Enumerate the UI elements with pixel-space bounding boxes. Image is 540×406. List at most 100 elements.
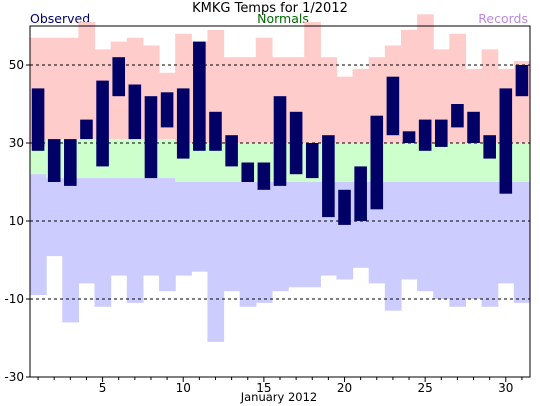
record-high-band-day-4 xyxy=(78,22,96,140)
x-tick-label-30: 30 xyxy=(498,381,513,395)
observed-bar-day-10 xyxy=(176,88,190,159)
plot-area xyxy=(30,14,531,342)
y-tick-label-10: 10 xyxy=(9,214,24,228)
observed-bar-day-30 xyxy=(499,88,513,194)
legend-normals: Normals xyxy=(257,11,309,26)
observed-bar-day-21 xyxy=(354,166,367,221)
observed-bar-day-17 xyxy=(289,111,303,175)
record-low-band-day-12 xyxy=(207,182,225,342)
observed-bar-day-18 xyxy=(305,143,319,179)
observed-bar-day-12 xyxy=(209,111,222,151)
normal-band-day-7 xyxy=(126,139,144,179)
x-tick-label-10: 10 xyxy=(176,381,191,395)
record-high-band-day-21 xyxy=(352,68,370,143)
record-low-band-day-29 xyxy=(481,182,499,307)
record-low-band-day-10 xyxy=(175,182,192,276)
record-low-band-day-2 xyxy=(46,178,63,257)
observed-bar-day-7 xyxy=(128,84,142,140)
normal-band-day-6 xyxy=(110,139,128,179)
normal-band-day-28 xyxy=(465,143,483,182)
record-low-band-day-13 xyxy=(223,182,241,292)
record-high-band-day-19 xyxy=(320,57,338,144)
observed-bar-day-1 xyxy=(31,88,45,151)
observed-bar-day-2 xyxy=(47,139,61,182)
record-low-band-day-16 xyxy=(271,182,289,292)
normal-band-day-23 xyxy=(384,143,402,182)
normal-band-day-24 xyxy=(400,143,418,182)
record-high-band-day-18 xyxy=(304,22,321,144)
observed-bar-day-8 xyxy=(144,96,158,179)
record-low-band-day-14 xyxy=(239,182,257,307)
observed-bar-day-27 xyxy=(451,104,464,128)
observed-bar-day-11 xyxy=(193,41,206,151)
y-tick-label-30: 30 xyxy=(9,136,24,150)
observed-bar-day-20 xyxy=(338,189,351,225)
record-low-band-day-26 xyxy=(433,182,450,299)
observed-bar-day-5 xyxy=(96,80,109,167)
x-axis-label: January 2012 xyxy=(240,390,318,404)
record-high-band-day-24 xyxy=(400,29,418,143)
record-low-band-day-30 xyxy=(497,182,515,284)
x-tick-label-15: 15 xyxy=(256,381,271,395)
normal-band-day-9 xyxy=(159,139,176,179)
record-high-band-day-15 xyxy=(255,37,273,144)
record-low-band-day-24 xyxy=(400,182,418,280)
record-high-band-day-2 xyxy=(46,37,63,140)
normal-band-day-27 xyxy=(449,143,467,182)
record-low-band-day-31 xyxy=(513,182,531,303)
observed-bar-day-3 xyxy=(64,139,77,186)
record-low-band-day-15 xyxy=(255,182,273,303)
record-low-band-day-9 xyxy=(159,178,176,292)
legend-observed: Observed xyxy=(30,11,90,26)
observed-bar-day-4 xyxy=(80,119,93,140)
record-high-band-day-3 xyxy=(62,37,79,140)
observed-bar-day-6 xyxy=(112,57,125,97)
record-low-band-day-27 xyxy=(449,182,467,307)
observed-bar-day-16 xyxy=(273,96,287,186)
observed-bar-day-22 xyxy=(370,115,384,210)
record-low-band-day-17 xyxy=(288,182,305,288)
record-low-band-day-25 xyxy=(417,182,434,292)
observed-bar-day-19 xyxy=(322,135,335,218)
y-tick-label--10: -10 xyxy=(4,292,24,306)
observed-bar-day-14 xyxy=(241,162,255,182)
x-tick-label-25: 25 xyxy=(418,381,433,395)
y-tick-label--30: -30 xyxy=(4,370,24,384)
observed-bar-day-26 xyxy=(435,119,448,147)
normal-band-day-25 xyxy=(417,143,434,182)
normal-band-day-31 xyxy=(513,143,531,182)
record-high-band-day-29 xyxy=(481,49,499,143)
record-low-band-day-6 xyxy=(110,178,128,276)
x-tick-label-20: 20 xyxy=(337,381,352,395)
observed-bar-day-15 xyxy=(257,162,271,190)
legend-records: Records xyxy=(478,11,528,26)
observed-bar-day-13 xyxy=(225,135,238,167)
record-high-band-day-13 xyxy=(223,57,241,144)
chart-title: KMKG Temps for 1/2012 xyxy=(192,1,348,16)
x-tick-label-5: 5 xyxy=(99,381,107,395)
record-low-band-day-8 xyxy=(142,178,160,276)
observed-bar-day-24 xyxy=(402,131,416,143)
normal-band-day-20 xyxy=(336,143,354,182)
observed-bar-day-31 xyxy=(515,65,529,97)
record-low-band-day-28 xyxy=(465,182,483,299)
observed-bar-day-28 xyxy=(467,111,480,143)
record-low-band-day-7 xyxy=(126,178,144,303)
record-low-band-day-11 xyxy=(191,182,209,272)
observed-bar-day-23 xyxy=(386,76,400,136)
record-low-band-day-18 xyxy=(304,182,321,288)
record-high-band-day-20 xyxy=(336,76,354,143)
normal-band-day-26 xyxy=(433,143,450,182)
record-high-band-day-25 xyxy=(417,14,434,143)
record-low-band-day-5 xyxy=(94,178,112,307)
observed-bar-day-29 xyxy=(483,135,496,159)
record-low-band-day-23 xyxy=(384,182,402,311)
normal-band-day-1 xyxy=(30,146,47,175)
normal-band-day-12 xyxy=(207,143,225,182)
record-high-band-day-14 xyxy=(239,57,257,144)
axes: -30 -10 10 30 50 5 10 15 20 25 30 xyxy=(4,25,531,395)
record-low-band-day-3 xyxy=(62,178,79,323)
record-low-band-day-1 xyxy=(30,174,47,296)
record-low-band-day-4 xyxy=(78,178,96,284)
